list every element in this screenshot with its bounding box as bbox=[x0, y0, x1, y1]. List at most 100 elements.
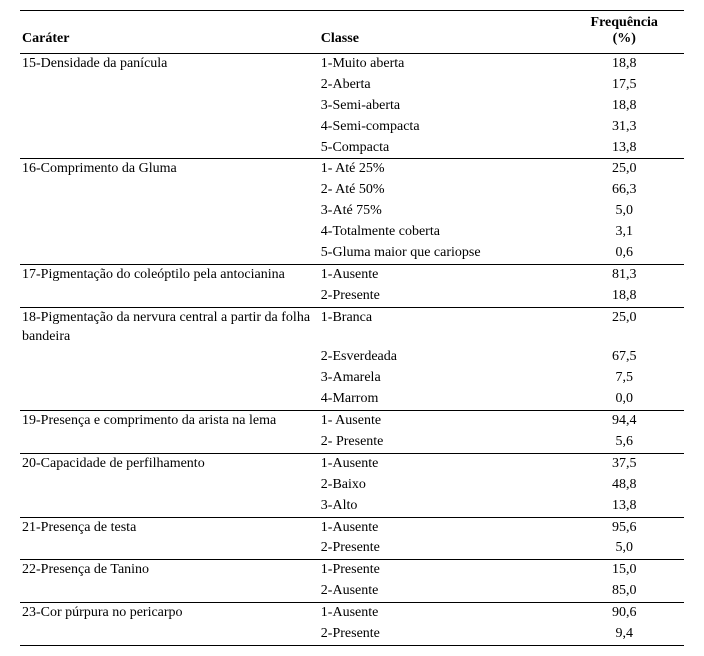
cell-freq: 0,6 bbox=[564, 243, 684, 264]
table-row: 16-Comprimento da Gluma1- Até 25%25,0 bbox=[20, 159, 684, 180]
cell-classe: 1-Ausente bbox=[319, 453, 565, 474]
table-row: 15-Densidade da panícula1-Muito aberta18… bbox=[20, 54, 684, 75]
table-row: 2- Presente5,6 bbox=[20, 432, 684, 453]
cell-carater bbox=[20, 432, 319, 453]
cell-carater bbox=[20, 475, 319, 496]
cell-freq: 17,5 bbox=[564, 75, 684, 96]
cell-classe: 1-Muito aberta bbox=[319, 54, 565, 75]
table-row: 4-Semi-compacta31,3 bbox=[20, 117, 684, 138]
cell-carater bbox=[20, 389, 319, 410]
cell-carater: 23-Cor púrpura no pericarpo bbox=[20, 603, 319, 624]
header-carater: Caráter bbox=[20, 11, 319, 54]
cell-carater bbox=[20, 180, 319, 201]
cell-classe: 1-Presente bbox=[319, 560, 565, 581]
table-row: 3-Amarela7,5 bbox=[20, 368, 684, 389]
table-row: 17-Pigmentação do coleóptilo pela antoci… bbox=[20, 264, 684, 285]
cell-classe: 1-Ausente bbox=[319, 603, 565, 624]
cell-carater bbox=[20, 581, 319, 602]
cell-carater: 22-Presença de Tanino bbox=[20, 560, 319, 581]
cell-carater: 15-Densidade da panícula bbox=[20, 54, 319, 75]
cell-carater bbox=[20, 96, 319, 117]
cell-freq: 0,0 bbox=[564, 389, 684, 410]
cell-freq: 48,8 bbox=[564, 475, 684, 496]
cell-carater bbox=[20, 243, 319, 264]
cell-carater bbox=[20, 117, 319, 138]
cell-carater: 16-Comprimento da Gluma bbox=[20, 159, 319, 180]
cell-freq: 95,6 bbox=[564, 517, 684, 538]
table-row: 20-Capacidade de perfilhamento1-Ausente3… bbox=[20, 453, 684, 474]
cell-classe: 2-Esverdeada bbox=[319, 347, 565, 368]
cell-freq: 90,6 bbox=[564, 603, 684, 624]
data-table: Caráter Classe Frequência (%) 15-Densida… bbox=[20, 10, 684, 646]
cell-carater bbox=[20, 222, 319, 243]
cell-classe: 5-Gluma maior que cariopse bbox=[319, 243, 565, 264]
cell-carater: 21-Presença de testa bbox=[20, 517, 319, 538]
cell-classe: 4-Semi-compacta bbox=[319, 117, 565, 138]
cell-freq: 7,5 bbox=[564, 368, 684, 389]
cell-freq: 85,0 bbox=[564, 581, 684, 602]
table-row: 3-Alto13,8 bbox=[20, 496, 684, 517]
cell-carater: 19-Presença e comprimento da arista na l… bbox=[20, 411, 319, 432]
cell-freq: 25,0 bbox=[564, 307, 684, 347]
table-row: 3-Até 75%5,0 bbox=[20, 201, 684, 222]
table-row: 2-Aberta17,5 bbox=[20, 75, 684, 96]
header-freq-line1: Frequência bbox=[591, 15, 658, 30]
cell-freq: 5,6 bbox=[564, 432, 684, 453]
cell-classe: 2-Presente bbox=[319, 286, 565, 307]
table-row: 18-Pigmentação da nervura central a part… bbox=[20, 307, 684, 347]
cell-carater: 17-Pigmentação do coleóptilo pela antoci… bbox=[20, 264, 319, 285]
cell-freq: 13,8 bbox=[564, 138, 684, 159]
table-row: 4-Totalmente coberta3,1 bbox=[20, 222, 684, 243]
cell-classe: 1- Até 25% bbox=[319, 159, 565, 180]
cell-freq: 67,5 bbox=[564, 347, 684, 368]
cell-freq: 25,0 bbox=[564, 159, 684, 180]
table-row: 2-Ausente85,0 bbox=[20, 581, 684, 602]
table-row: 2-Esverdeada67,5 bbox=[20, 347, 684, 368]
table-row: 21-Presença de testa1-Ausente95,6 bbox=[20, 517, 684, 538]
table-row: 2-Baixo48,8 bbox=[20, 475, 684, 496]
cell-carater bbox=[20, 368, 319, 389]
table-row: 2-Presente5,0 bbox=[20, 538, 684, 559]
table-row: 4-Marrom0,0 bbox=[20, 389, 684, 410]
cell-freq: 66,3 bbox=[564, 180, 684, 201]
header-classe: Classe bbox=[319, 11, 565, 54]
cell-classe: 4-Totalmente coberta bbox=[319, 222, 565, 243]
table-row: 3-Semi-aberta18,8 bbox=[20, 96, 684, 117]
cell-freq: 37,5 bbox=[564, 453, 684, 474]
cell-carater bbox=[20, 286, 319, 307]
table-row: 22-Presença de Tanino1-Presente15,0 bbox=[20, 560, 684, 581]
table-row: 2- Até 50%66,3 bbox=[20, 180, 684, 201]
cell-classe: 1- Ausente bbox=[319, 411, 565, 432]
table-row: 2-Presente18,8 bbox=[20, 286, 684, 307]
cell-classe: 2-Aberta bbox=[319, 75, 565, 96]
cell-classe: 3-Alto bbox=[319, 496, 565, 517]
table-row: 5-Compacta13,8 bbox=[20, 138, 684, 159]
cell-carater bbox=[20, 624, 319, 645]
cell-freq: 18,8 bbox=[564, 96, 684, 117]
header-freq: Frequência (%) bbox=[564, 11, 684, 54]
cell-classe: 4-Marrom bbox=[319, 389, 565, 410]
cell-freq: 18,8 bbox=[564, 286, 684, 307]
cell-carater bbox=[20, 538, 319, 559]
cell-carater bbox=[20, 347, 319, 368]
cell-classe: 2- Presente bbox=[319, 432, 565, 453]
cell-classe: 1-Ausente bbox=[319, 264, 565, 285]
table-row: 2-Presente9,4 bbox=[20, 624, 684, 645]
cell-carater bbox=[20, 138, 319, 159]
cell-freq: 9,4 bbox=[564, 624, 684, 645]
cell-classe: 2-Ausente bbox=[319, 581, 565, 602]
cell-carater bbox=[20, 75, 319, 96]
cell-classe: 3-Semi-aberta bbox=[319, 96, 565, 117]
cell-freq: 5,0 bbox=[564, 201, 684, 222]
cell-classe: 1-Branca bbox=[319, 307, 565, 347]
cell-carater: 18-Pigmentação da nervura central a part… bbox=[20, 307, 319, 347]
cell-classe: 2-Presente bbox=[319, 538, 565, 559]
cell-classe: 2-Baixo bbox=[319, 475, 565, 496]
cell-freq: 18,8 bbox=[564, 54, 684, 75]
cell-freq: 81,3 bbox=[564, 264, 684, 285]
header-row: Caráter Classe Frequência (%) bbox=[20, 11, 684, 54]
cell-freq: 31,3 bbox=[564, 117, 684, 138]
cell-freq: 13,8 bbox=[564, 496, 684, 517]
cell-carater bbox=[20, 201, 319, 222]
cell-freq: 3,1 bbox=[564, 222, 684, 243]
